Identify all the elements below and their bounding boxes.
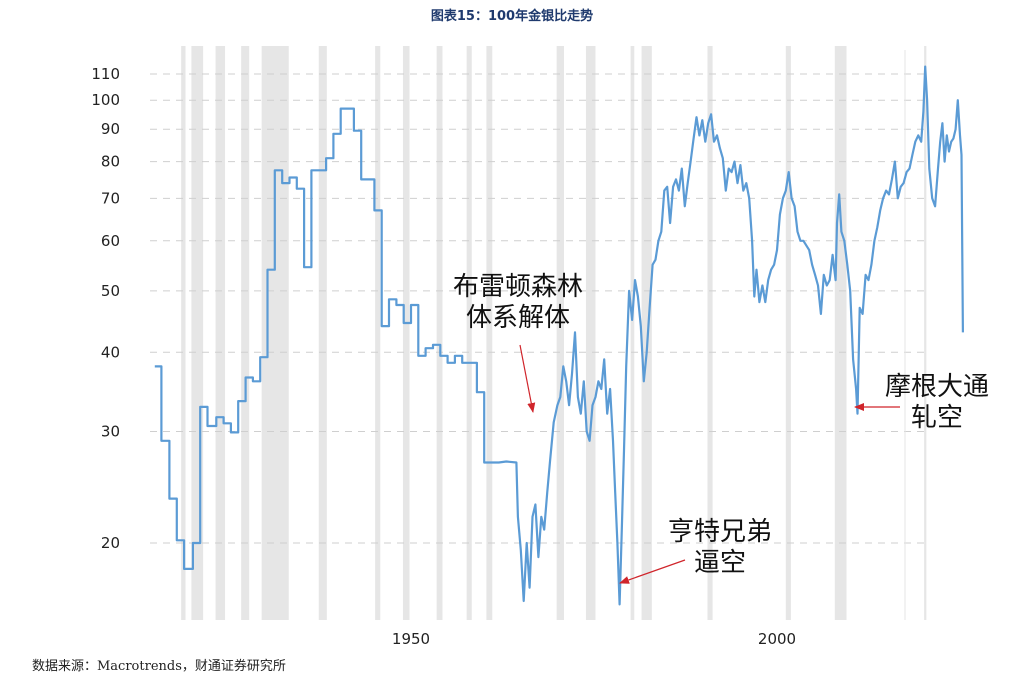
annotation-text: 摩根大通	[885, 372, 989, 402]
recession-band	[436, 46, 443, 620]
recession-band	[241, 46, 250, 620]
recession-band	[707, 46, 713, 620]
recession-band	[785, 46, 791, 620]
recession-band	[466, 46, 472, 620]
recession-band	[375, 46, 381, 620]
recession-band	[486, 46, 493, 620]
annotation-arrow	[619, 559, 686, 584]
y-tick-label: 40	[101, 343, 120, 361]
annotation-text: 体系解体	[466, 303, 570, 333]
y-tick-label: 110	[91, 65, 120, 83]
recession-band	[261, 46, 289, 620]
x-tick-label: 1950	[392, 630, 430, 648]
chart-title: 图表15：100年金银比走势	[430, 9, 594, 24]
recession-band	[191, 46, 204, 620]
recession-band	[181, 46, 186, 620]
annotation-text: 布雷顿森林	[453, 272, 583, 302]
y-tick-label: 30	[101, 422, 120, 440]
recession-band	[556, 46, 564, 620]
annotation-text: 亨特兄弟	[668, 517, 772, 547]
recession-band	[215, 46, 226, 620]
y-tick-label: 100	[91, 91, 120, 109]
recession-band	[834, 46, 847, 620]
y-tick-label: 60	[101, 232, 120, 250]
y-tick-label: 90	[101, 120, 120, 138]
recession-band	[641, 46, 652, 620]
gold-silver-ratio-line	[154, 65, 964, 606]
recession-bands	[181, 46, 927, 620]
y-tick-label: 20	[101, 534, 120, 552]
y-tick-label: 50	[101, 282, 120, 300]
annotation-text: 逼空	[694, 548, 746, 578]
y-axis-ticks: 20 30 40 50 60 70 80 90 100 110	[91, 65, 120, 552]
recession-band	[318, 46, 327, 620]
data-source-note: 数据来源：Macrotrends，财通证券研究所	[32, 659, 286, 674]
x-tick-label: 2000	[758, 630, 796, 648]
annotation-text: 轧空	[911, 403, 963, 433]
x-axis-ticks: 1950 2000	[392, 630, 796, 648]
y-tick-label: 80	[101, 153, 120, 171]
recession-band	[402, 46, 410, 620]
recession-band	[630, 46, 635, 620]
annotation-arrow	[519, 344, 536, 413]
recession-band	[924, 46, 927, 620]
gridlines	[150, 73, 930, 544]
y-tick-label: 70	[101, 189, 120, 207]
recession-band	[585, 46, 596, 620]
